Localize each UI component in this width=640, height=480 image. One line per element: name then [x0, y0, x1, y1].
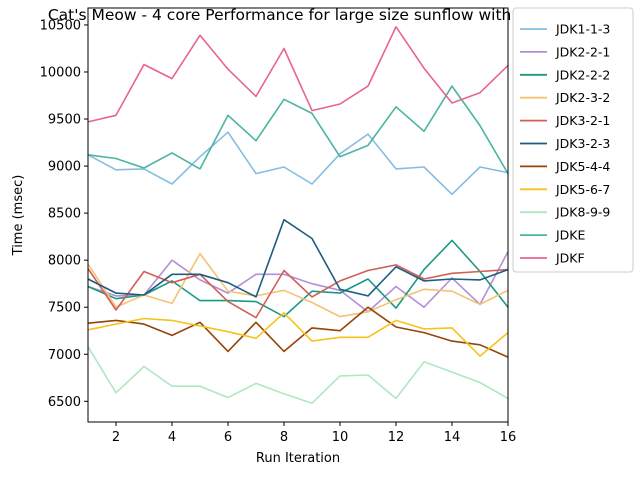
x-tick-label: 2 — [112, 430, 120, 445]
legend-items: JDK1-1-3 JDK2-2-1 JDK2-2-2 JDK2-3-2 JDK3-2-1… — [520, 22, 610, 266]
series-line-jdk8-9-9 — [87, 346, 509, 405]
legend: JDK1-1-3 JDK2-2-1 JDK2-2-2 JDK2-3-2 JDK3-2-1… — [512, 7, 634, 273]
series-line-jdke — [87, 85, 509, 175]
series-line-jdk5-6-7 — [87, 312, 509, 357]
legend-label: JDK3-2-3 — [555, 136, 610, 151]
plot-frame — [87, 7, 509, 423]
legend-item-jdk5-4-4: JDK5-4-4 — [520, 159, 610, 174]
y-tick-label: 10500 — [40, 18, 81, 33]
x-tick-label: 14 — [444, 430, 461, 445]
series-line-jdk3-2-3 — [87, 218, 509, 298]
legend-label: JDK5-4-4 — [555, 159, 610, 174]
y-tick-label: 9500 — [48, 113, 81, 128]
legend-item-jdk2-2-1: JDK2-2-1 — [520, 44, 610, 59]
y-axis: 6500 7000 7500 8000 8500 9000 9500 10000 10500 — [40, 18, 88, 410]
legend-item-jdk2-3-2: JDK2-3-2 — [520, 90, 610, 105]
legend-item-jdk3-2-3: JDK3-2-3 — [520, 136, 610, 151]
x-axis-label: Run Iteration — [256, 451, 340, 466]
legend-label: JDK8-9-9 — [555, 205, 610, 220]
y-tick-label: 10000 — [40, 65, 81, 80]
legend-label: JDK5-6-7 — [555, 182, 610, 197]
legend-item-jdk3-2-1: JDK3-2-1 — [520, 113, 610, 128]
x-tick-label: 4 — [168, 430, 176, 445]
series-line-jdkf — [87, 25, 509, 123]
y-axis-label: Time (msec) — [11, 175, 26, 257]
legend-item-jdk2-2-2: JDK2-2-2 — [520, 67, 610, 82]
y-tick-label: 7000 — [48, 348, 81, 363]
series-line-jdk3-2-1 — [87, 264, 509, 319]
legend-item-jdk5-6-7: JDK5-6-7 — [520, 182, 610, 197]
x-axis: 2 4 6 8 10 12 14 16 — [112, 422, 516, 445]
y-tick-label: 7500 — [48, 301, 81, 316]
series-line-jdk1-1-3 — [87, 131, 509, 196]
legend-label: JDK2-2-1 — [555, 44, 610, 59]
series-line-jdk2-2-2 — [87, 239, 509, 318]
legend-label: JDK2-2-2 — [555, 67, 610, 82]
x-tick-label: 8 — [280, 430, 288, 445]
x-tick-label: 16 — [500, 430, 517, 445]
plot-lines — [87, 25, 509, 405]
legend-label: JDKE — [555, 228, 586, 243]
x-tick-label: 12 — [388, 430, 405, 445]
legend-label: JDK2-3-2 — [555, 90, 610, 105]
y-tick-label: 8500 — [48, 207, 81, 222]
y-tick-label: 6500 — [48, 395, 81, 410]
legend-label: JDK1-1-3 — [555, 22, 610, 37]
legend-item-jdk8-9-9: JDK8-9-9 — [520, 205, 610, 220]
x-tick-label: 6 — [224, 430, 232, 445]
series-line-jdk5-4-4 — [87, 306, 509, 358]
legend-label: JDKF — [555, 251, 585, 266]
y-tick-label: 8000 — [48, 254, 81, 269]
x-tick-label: 10 — [332, 430, 349, 445]
legend-item-jdke: JDKE — [520, 228, 586, 243]
legend-item-jdkf: JDKF — [520, 251, 585, 266]
legend-item-jdk1-1-3: JDK1-1-3 — [520, 22, 610, 37]
chart-title: Cat's Meow - 4 core Performance for larg… — [48, 6, 548, 24]
series-line-jdk2-3-2 — [87, 252, 509, 318]
y-tick-label: 9000 — [48, 160, 81, 175]
legend-label: JDK3-2-1 — [555, 113, 610, 128]
